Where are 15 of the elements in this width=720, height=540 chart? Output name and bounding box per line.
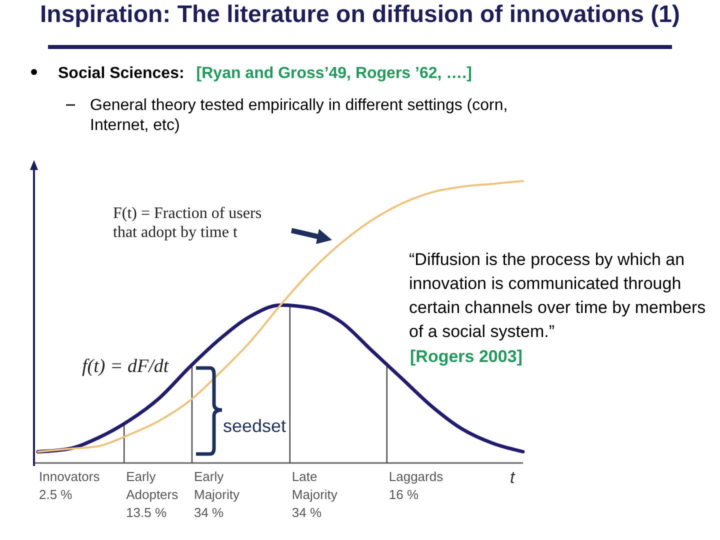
text: Laggards 16 % — [388, 469, 444, 502]
text: General theory tested empirically in different settings (corn, Internet, etc) — [90, 97, 508, 134]
text: Social Sciences: — [58, 65, 184, 82]
chart-title: Inspiration: The literature on diffusion of innovations (1) — [40, 1, 680, 28]
annotation: [Rogers 2003] — [410, 347, 522, 366]
x-axis-title: t — [510, 468, 516, 487]
annotation: F(t) = Fraction of users that adopt by time t — [113, 205, 262, 241]
annotation: “Diffusion is the process by which an innovation is communicated through certain channels over time by members of a social system.” — [409, 250, 706, 341]
text: [Ryan and Gross’49, Rogers ’62, ….] — [196, 65, 472, 82]
annotation: f(t) = dF/dt — [82, 356, 170, 377]
text: Early Majority 34 % — [194, 469, 240, 520]
text: Innovators 2.5 % — [39, 469, 100, 502]
annotation: seedset — [223, 416, 286, 436]
text: Early Adopters 13.5 % — [126, 469, 179, 520]
text: Late Majority 34 % — [292, 469, 338, 520]
